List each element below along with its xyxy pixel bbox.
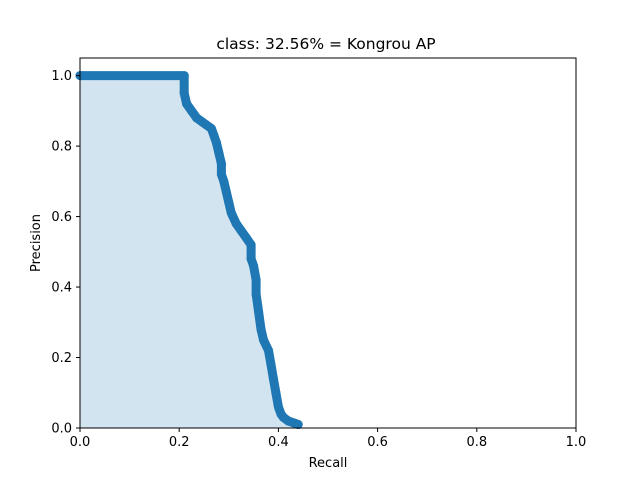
pr-point-23 [249, 261, 259, 271]
pr-point-12 [216, 159, 226, 169]
y-tick-label: 0.0 [51, 422, 72, 437]
y-tick-label: 0.2 [51, 351, 72, 366]
y-axis-ticks: 0.0 0.2 0.4 0.6 0.8 1.0 [51, 69, 80, 437]
x-tick-label: 1.0 [566, 435, 587, 450]
chart-title: class: 32.56% = Kongrou AP [216, 35, 435, 53]
pr-point-21 [246, 240, 256, 250]
pr-point-8 [206, 124, 216, 133]
pr-point-26 [254, 307, 264, 317]
y-tick-label: 0.8 [51, 140, 72, 155]
pr-point-33 [273, 402, 283, 412]
pr-point-22 [246, 254, 256, 264]
plot-frame [79, 57, 577, 429]
x-tick-label: 0.4 [268, 435, 289, 450]
pr-point-17 [226, 208, 236, 218]
pr-point-16 [224, 198, 234, 207]
plot-area [75, 71, 303, 429]
x-tick-label: 0.0 [70, 435, 91, 450]
pr-point-24 [251, 275, 261, 285]
pr-point-18 [231, 219, 241, 229]
y-tick-label: 0.4 [51, 281, 72, 296]
pr-point-27 [256, 324, 266, 334]
pr-point-11 [214, 148, 224, 158]
y-tick-label: 0.6 [51, 210, 72, 225]
pr-point-10 [211, 138, 221, 148]
pr-point-38 [293, 420, 303, 429]
pr-point-19 [236, 226, 246, 236]
pr-point-3 [182, 99, 192, 109]
x-tick-label: 0.6 [367, 435, 388, 450]
pr-point-9 [209, 131, 219, 140]
pr-point-15 [221, 187, 231, 197]
y-tick-label: 1.0 [51, 69, 72, 84]
x-axis-ticks: 0.0 0.2 0.4 0.6 0.8 1.0 [70, 428, 587, 450]
pr-point-20 [241, 233, 251, 243]
pr-point-4 [187, 106, 197, 116]
pr-point-28 [259, 335, 268, 345]
pr-point-31 [268, 374, 278, 384]
pr-area-fill [80, 75, 299, 428]
x-tick-label: 0.8 [466, 435, 487, 450]
pr-point-29 [264, 346, 273, 355]
pr-point-1 [179, 71, 189, 81]
pr-point-13 [216, 169, 226, 179]
pr-point-14 [219, 176, 229, 186]
pr-point-30 [266, 360, 276, 370]
x-tick-label: 0.2 [169, 435, 190, 450]
pr-point-32 [271, 388, 281, 398]
x-axis-label: Recall [309, 456, 348, 471]
y-axis-label: Precision [29, 214, 44, 272]
pr-point-2 [179, 88, 189, 98]
pr-point-25 [251, 289, 261, 299]
